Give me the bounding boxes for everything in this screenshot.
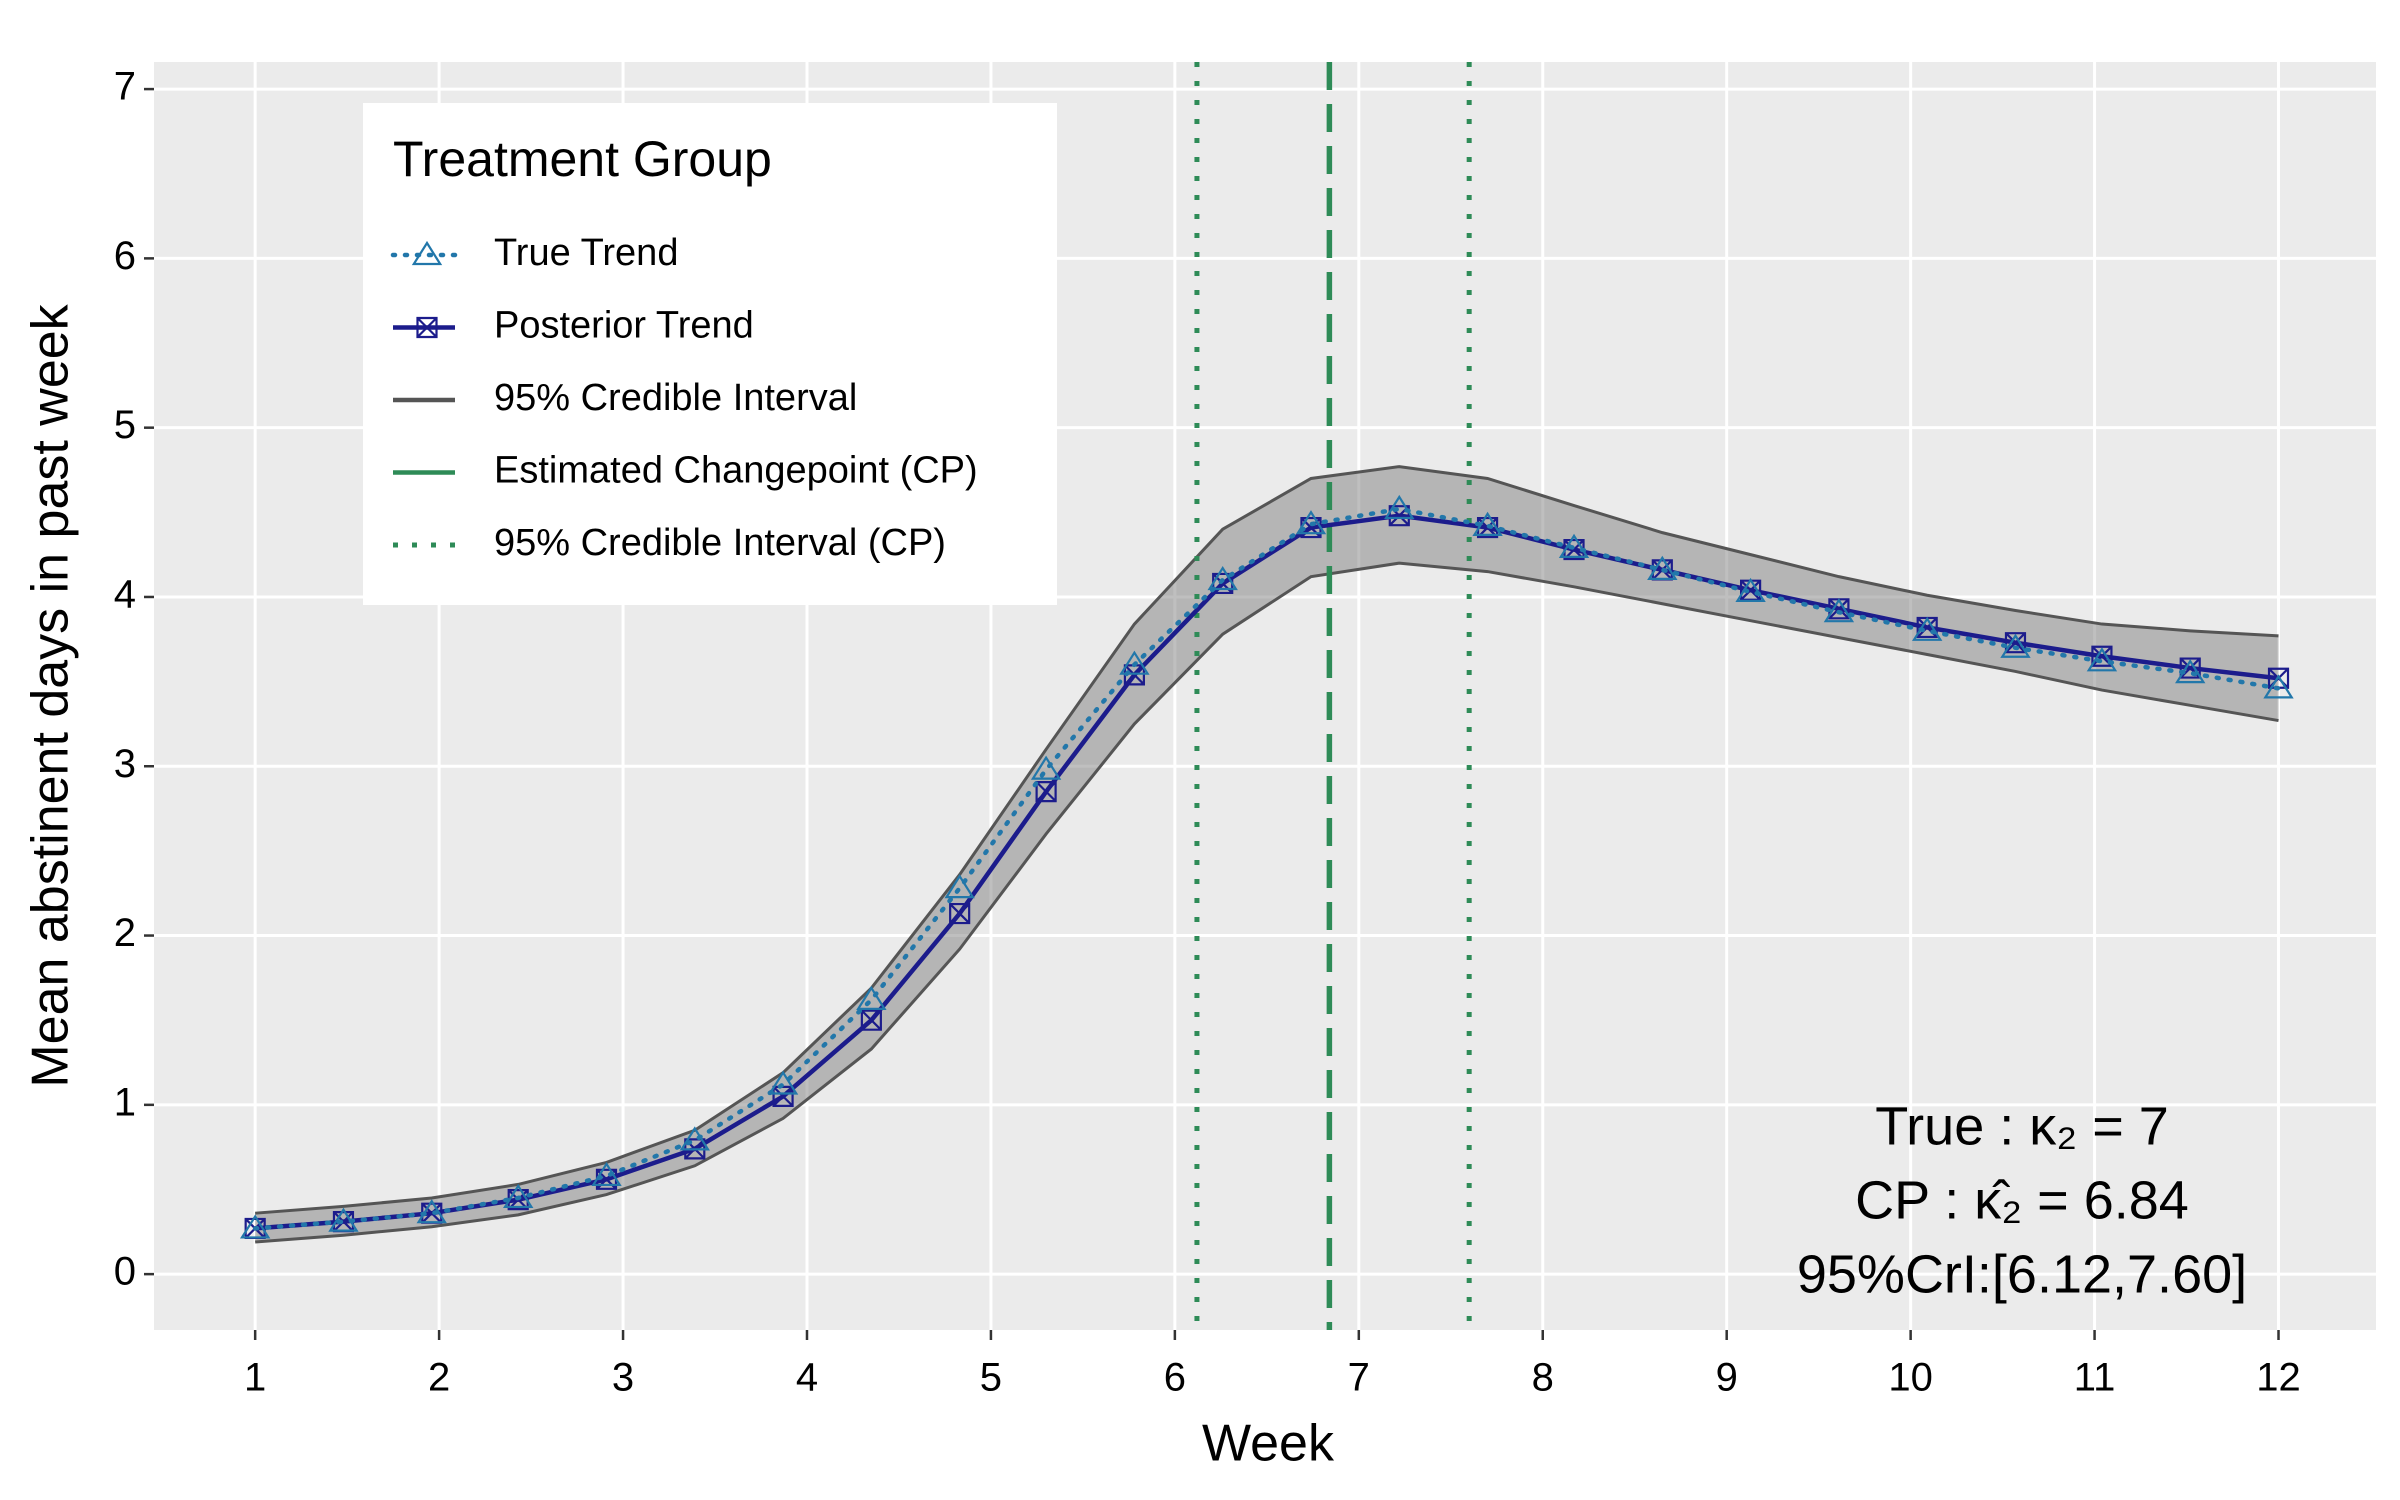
triangle-marker <box>856 985 887 1010</box>
triangle-marker <box>239 1214 271 1239</box>
x-tick-label: 7 <box>1348 1356 1370 1400</box>
y-tick-label: 4 <box>114 573 136 617</box>
triangle-marker <box>2000 633 2031 658</box>
x-tick-label: 11 <box>2074 1356 2116 1400</box>
y-tick-label: 5 <box>114 403 136 447</box>
triangle-marker <box>1472 511 1503 536</box>
triangle-marker <box>328 1207 359 1232</box>
x-tick-label: 3 <box>612 1356 634 1400</box>
legend-label: 95% Credible Interval <box>494 377 857 419</box>
x-tick-label: 4 <box>796 1356 818 1400</box>
triangle-marker <box>1384 494 1415 520</box>
triangle-marker <box>2175 659 2206 684</box>
triangle-marker <box>1823 598 1855 623</box>
y-tick-label: 3 <box>114 742 136 786</box>
triangle-marker <box>1735 577 1766 602</box>
y-tick-label: 2 <box>114 911 136 955</box>
legend-title: Treatment Group <box>393 131 772 187</box>
x-tick-label: 6 <box>1164 1356 1186 1400</box>
y-tick-label: 7 <box>114 65 136 109</box>
credible-upper <box>255 465 2279 1215</box>
triangle-marker <box>1295 510 1327 535</box>
boxcross-marker <box>1035 781 1057 803</box>
annotation: True : κ₂ = 7 <box>1875 1096 2169 1156</box>
annotation: 95%CrI:[6.12,7.60] <box>1797 1244 2247 1304</box>
triangle-marker <box>411 240 443 266</box>
legend-label: True Trend <box>494 232 678 274</box>
credible-lower <box>255 561 2279 1244</box>
triangle-marker <box>1558 533 1590 558</box>
x-tick-label: 5 <box>980 1356 1002 1400</box>
boxcross-marker <box>860 1009 882 1031</box>
boxcross-marker <box>949 902 971 925</box>
triangle-marker <box>503 1183 534 1209</box>
boxcross-marker <box>1123 664 1145 686</box>
boxcross-marker <box>416 316 438 339</box>
x-axis-title: Week <box>1202 1415 1335 1473</box>
triangle-marker <box>1030 755 1062 780</box>
triangle-marker <box>1911 616 1943 641</box>
y-axis-title: Mean abstinent days in past week <box>22 303 80 1087</box>
x-tick-label: 12 <box>2256 1356 2301 1400</box>
triangle-marker <box>679 1126 710 1151</box>
x-tick-label: 2 <box>428 1356 450 1400</box>
triangle-marker <box>2086 647 2118 672</box>
triangle-marker <box>591 1161 622 1187</box>
x-tick-label: 8 <box>1532 1356 1554 1400</box>
triangle-marker <box>944 874 975 899</box>
triangle-marker <box>1647 555 1678 580</box>
triangle-marker <box>2263 674 2294 699</box>
x-tick-label: 10 <box>1888 1356 1933 1400</box>
legend-label: 95% Credible Interval (CP) <box>494 522 946 564</box>
legend-label: Estimated Changepoint (CP) <box>494 450 978 492</box>
boxcross-marker <box>772 1085 794 1107</box>
legend-box <box>363 103 1057 605</box>
legend-label: Posterior Trend <box>494 305 754 347</box>
x-tick-label: 9 <box>1716 1356 1738 1400</box>
y-tick-label: 6 <box>114 234 136 278</box>
triangle-marker <box>1119 650 1150 675</box>
x-tick-label: 1 <box>244 1356 266 1400</box>
y-tick-label: 0 <box>114 1250 136 1294</box>
y-tick-label: 1 <box>114 1080 136 1124</box>
triangle-marker <box>767 1070 799 1095</box>
triangle-marker <box>1207 565 1238 591</box>
annotation: CP : κ̂₂ = 6.84 <box>1855 1170 2189 1230</box>
triangle-marker <box>416 1199 447 1224</box>
series-line <box>254 513 2279 1231</box>
